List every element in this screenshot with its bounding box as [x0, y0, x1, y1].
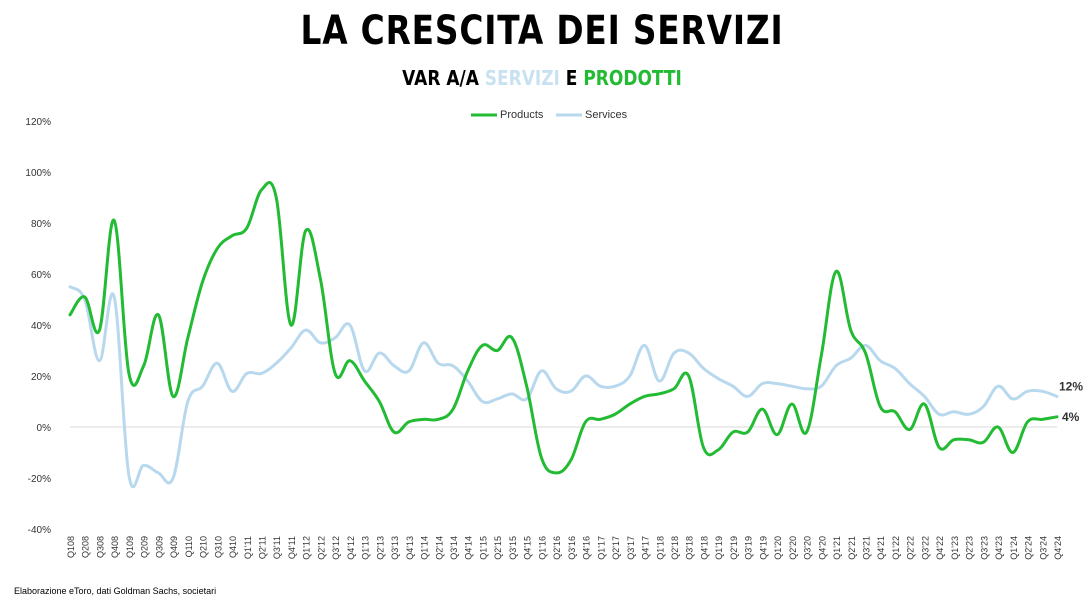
- x-tick-label: Q2'13: [375, 536, 385, 560]
- x-tick-label: Q2'20: [788, 536, 798, 560]
- x-tick-label: Q4'22: [935, 536, 945, 560]
- x-tick-label: Q3'22: [920, 536, 930, 560]
- x-tick-label: Q1'16: [537, 536, 547, 560]
- x-tick-label: Q2'19: [729, 536, 739, 560]
- x-tick-label: Q3'13: [390, 536, 400, 560]
- subtitle-products: PRODOTTI: [583, 66, 682, 90]
- x-tick-label: Q3'12: [331, 536, 341, 560]
- subtitle-prefix: VAR A/A: [402, 66, 485, 90]
- x-tick-label: Q310: [213, 536, 223, 558]
- x-tick-label: Q1'22: [891, 536, 901, 560]
- x-tick-label: Q208: [81, 536, 91, 558]
- x-tick-label: Q2'24: [1024, 536, 1034, 560]
- x-tick-label: Q408: [110, 536, 120, 558]
- x-tick-label: Q2'18: [670, 536, 680, 560]
- x-tick-label: Q308: [95, 536, 105, 558]
- y-tick-label: 40%: [31, 321, 51, 332]
- x-tick-label: Q1'18: [655, 536, 665, 560]
- products-end-label: 4%: [1062, 410, 1080, 424]
- subtitle-services: SERVIZI: [484, 66, 560, 90]
- x-tick-label: Q3'11: [272, 536, 282, 559]
- x-tick-label: Q3'21: [861, 536, 871, 560]
- x-tick-label: Q4'24: [1053, 536, 1063, 560]
- x-tick-label: Q2'11: [258, 536, 268, 559]
- x-tick-label: Q3'20: [803, 536, 813, 560]
- x-tick-label: Q2'12: [316, 536, 326, 560]
- y-tick-label: 60%: [31, 270, 51, 281]
- x-tick-label: Q1'24: [1009, 536, 1019, 560]
- x-tick-label: Q409: [169, 536, 179, 558]
- legend: Products Services: [471, 109, 628, 121]
- x-tick-label: Q4'13: [405, 536, 415, 560]
- x-tick-label: Q1'17: [596, 536, 606, 560]
- x-tick-label: Q3'24: [1038, 536, 1048, 560]
- x-tick-label: Q1'12: [302, 536, 312, 560]
- x-tick-label: Q2'22: [906, 536, 916, 560]
- source-note: Elaborazione eToro, dati Goldman Sachs, …: [14, 586, 217, 596]
- x-tick-label: Q4'14: [464, 536, 474, 560]
- series-line-services: [68, 285, 1059, 488]
- x-tick-label: Q110: [184, 536, 194, 557]
- x-tick-label: Q4'21: [876, 536, 886, 560]
- series-lines: [68, 180, 1059, 488]
- x-tick-label: Q4'17: [641, 536, 651, 560]
- x-tick-label: Q4'18: [699, 536, 709, 560]
- x-tick-label: Q4'11: [287, 536, 297, 559]
- y-tick-label: 100%: [25, 168, 51, 179]
- series-line-products: [68, 180, 1059, 475]
- x-tick-label: Q4'15: [523, 536, 533, 560]
- y-tick-label: 120%: [25, 117, 51, 128]
- x-tick-label: Q209: [140, 536, 150, 558]
- x-tick-label: Q2'16: [552, 536, 562, 560]
- x-tick-label: Q4'16: [582, 536, 592, 560]
- x-tick-label: Q1'23: [950, 536, 960, 560]
- x-tick-label: Q3'18: [685, 536, 695, 560]
- services-end-label: 12%: [1059, 379, 1083, 393]
- chart-title: LA CRESCITA DEI SERVIZI: [300, 8, 784, 54]
- x-tick-label: Q4'20: [817, 536, 827, 560]
- x-tick-label: Q1'13: [361, 536, 371, 560]
- x-tick-label: Q3'19: [744, 536, 754, 560]
- x-tick-label: Q1'11: [243, 536, 253, 559]
- x-tick-label: Q108: [66, 536, 76, 558]
- x-tick-label: Q309: [154, 536, 164, 558]
- x-tick-label: Q3'23: [979, 536, 989, 560]
- legend-services-label: Services: [585, 109, 628, 121]
- x-tick-label: Q2'21: [847, 536, 857, 560]
- y-tick-label: -20%: [28, 474, 51, 485]
- x-tick-label: Q1'14: [420, 536, 430, 560]
- x-tick-label: Q109: [125, 536, 135, 558]
- x-tick-label: Q3'17: [626, 536, 636, 560]
- x-tick-label: Q4'19: [758, 536, 768, 560]
- y-tick-label: 0%: [37, 423, 52, 434]
- x-tick-label: Q2'23: [965, 536, 975, 560]
- x-tick-label: Q2'14: [434, 536, 444, 560]
- x-tick-label: Q1'21: [832, 536, 842, 560]
- y-tick-label: 80%: [31, 219, 51, 230]
- x-tick-label: Q210: [199, 536, 209, 558]
- legend-products-label: Products: [500, 109, 544, 121]
- end-labels: 12% 4%: [1059, 379, 1083, 423]
- y-tick-label: 20%: [31, 372, 51, 383]
- x-tick-label: Q1'15: [478, 536, 488, 560]
- chart-subtitle: VAR A/A SERVIZI E PRODOTTI: [81, 66, 1002, 90]
- x-tick-label: Q2'15: [493, 536, 503, 560]
- x-axis: Q108 Q208 Q308 Q408 Q109 Q209 Q309 Q409 Q110 Q210…: [66, 536, 1063, 560]
- y-tick-label: -40%: [28, 525, 51, 536]
- x-tick-label: Q3'14: [449, 536, 459, 560]
- x-tick-label: Q4'12: [346, 536, 356, 560]
- x-tick-label: Q3'15: [508, 536, 518, 560]
- subtitle-and: E: [559, 66, 584, 90]
- x-tick-label: Q1'20: [773, 536, 783, 560]
- x-tick-label: Q4'23: [994, 536, 1004, 560]
- x-tick-label: Q410: [228, 536, 238, 558]
- x-tick-label: Q2'17: [611, 536, 621, 560]
- x-tick-label: Q1'19: [714, 536, 724, 560]
- x-tick-label: Q3'16: [567, 536, 577, 560]
- y-axis: 120% 100% 80% 60% 40% 20% 0% -20% -40%: [25, 117, 1057, 536]
